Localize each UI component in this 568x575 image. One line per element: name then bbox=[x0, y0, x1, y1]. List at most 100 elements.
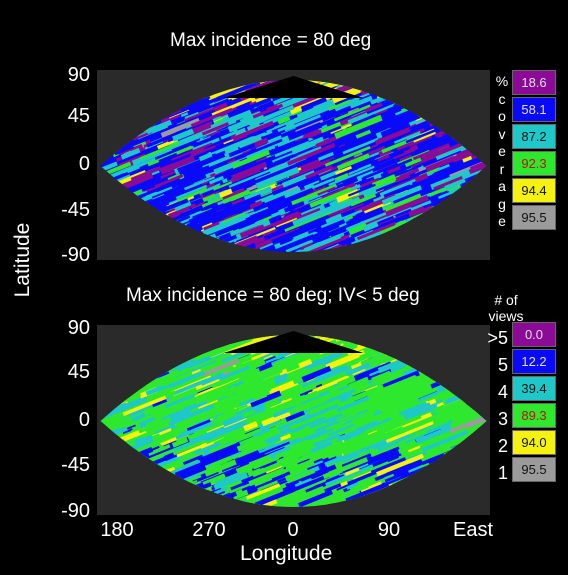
map-stripe bbox=[419, 141, 465, 163]
map-stripe bbox=[265, 434, 282, 445]
map-stripe bbox=[434, 335, 483, 340]
map-stripe bbox=[473, 99, 487, 110]
map-stripe bbox=[110, 230, 146, 247]
map-stripe bbox=[427, 389, 452, 402]
map-stripe bbox=[413, 134, 460, 156]
map-stripe bbox=[203, 136, 232, 150]
map-stripe bbox=[290, 425, 305, 434]
map-stripe bbox=[358, 335, 399, 342]
map-stripe bbox=[333, 104, 371, 122]
map-stripe bbox=[336, 467, 384, 490]
map-stripe bbox=[396, 432, 411, 443]
map-stripe bbox=[434, 84, 452, 96]
map-stripe bbox=[344, 212, 360, 221]
map-stripe bbox=[381, 336, 401, 346]
map-stripe bbox=[202, 193, 216, 202]
map-stripe bbox=[176, 172, 224, 194]
map-stripe bbox=[411, 498, 432, 507]
map-stripe bbox=[437, 483, 476, 503]
map-stripe bbox=[274, 227, 318, 250]
map-stripe bbox=[484, 232, 487, 244]
map-stripe bbox=[276, 447, 312, 467]
map-stripe bbox=[287, 122, 323, 141]
map-stripe bbox=[433, 232, 471, 251]
map-stripe bbox=[398, 401, 427, 416]
map-stripe bbox=[175, 232, 208, 251]
map-stripe bbox=[469, 226, 487, 240]
map-stripe bbox=[298, 489, 334, 507]
map-stripe bbox=[127, 104, 143, 115]
map-stripe bbox=[102, 80, 136, 95]
map-stripe bbox=[458, 117, 487, 136]
map-stripe bbox=[448, 130, 480, 148]
map-stripe bbox=[150, 338, 181, 356]
map-stripe bbox=[288, 460, 315, 475]
top-ytick-m45: -45 bbox=[61, 199, 90, 221]
map-stripe bbox=[305, 144, 340, 163]
map-stripe bbox=[128, 97, 156, 112]
map-stripe bbox=[189, 121, 214, 136]
map-stripe bbox=[325, 213, 343, 224]
map-stripe bbox=[161, 335, 203, 344]
map-stripe bbox=[395, 80, 438, 96]
xtick-90: 90 bbox=[377, 519, 401, 541]
map-stripe bbox=[377, 154, 390, 162]
map-stripe bbox=[144, 371, 159, 379]
map-stripe bbox=[484, 82, 487, 104]
map-stripe bbox=[186, 419, 211, 432]
map-stripe bbox=[404, 156, 422, 168]
map-stripe bbox=[357, 447, 375, 457]
map-stripe bbox=[126, 358, 157, 376]
map-stripe bbox=[437, 82, 464, 98]
map-stripe bbox=[370, 457, 407, 476]
map-stripe bbox=[334, 80, 384, 87]
map-stripe bbox=[431, 208, 451, 221]
map-stripe bbox=[112, 111, 143, 129]
map-stripe bbox=[347, 183, 376, 197]
map-stripe bbox=[252, 195, 286, 212]
map-stripe bbox=[146, 235, 180, 251]
map-stripe bbox=[366, 99, 401, 115]
map-stripe bbox=[100, 360, 136, 379]
map-stripe bbox=[415, 241, 439, 252]
map-stripe bbox=[108, 475, 150, 496]
map-stripe bbox=[479, 145, 487, 158]
coverage-title-char: o bbox=[498, 108, 506, 124]
map-stripe bbox=[448, 468, 469, 480]
map-stripe bbox=[442, 102, 468, 115]
map-stripe bbox=[446, 94, 487, 115]
map-stripe bbox=[387, 165, 401, 175]
map-stripe bbox=[100, 236, 132, 252]
map-stripe bbox=[473, 482, 487, 503]
map-stripe bbox=[349, 206, 384, 226]
map-stripe bbox=[457, 80, 487, 97]
map-stripe bbox=[422, 445, 452, 461]
map-stripe bbox=[245, 483, 281, 502]
map-stripe bbox=[468, 491, 487, 507]
xtick-270: 270 bbox=[192, 519, 226, 541]
map-stripe bbox=[134, 489, 169, 507]
map-stripe bbox=[281, 170, 316, 188]
map-stripe bbox=[389, 398, 424, 417]
map-stripe bbox=[426, 206, 458, 222]
map-stripe bbox=[446, 490, 487, 507]
views-count-label: 1 bbox=[497, 463, 508, 483]
map-stripe bbox=[243, 421, 259, 432]
map-stripe bbox=[433, 462, 455, 473]
map-stripe bbox=[355, 129, 372, 139]
map-stripe bbox=[392, 144, 419, 160]
map-stripe bbox=[190, 145, 216, 158]
map-stripe bbox=[336, 396, 370, 413]
map-stripe bbox=[396, 139, 418, 152]
map-stripe bbox=[138, 425, 153, 434]
map-stripe bbox=[464, 140, 487, 156]
map-stripe bbox=[424, 500, 440, 507]
map-stripe bbox=[135, 480, 184, 504]
map-stripe bbox=[432, 245, 446, 252]
map-stripe bbox=[255, 166, 300, 190]
map-stripe bbox=[117, 209, 149, 226]
map-stripe bbox=[125, 233, 158, 250]
map-stripe bbox=[151, 398, 168, 408]
map-stripe bbox=[363, 189, 378, 199]
map-stripe bbox=[163, 224, 202, 244]
